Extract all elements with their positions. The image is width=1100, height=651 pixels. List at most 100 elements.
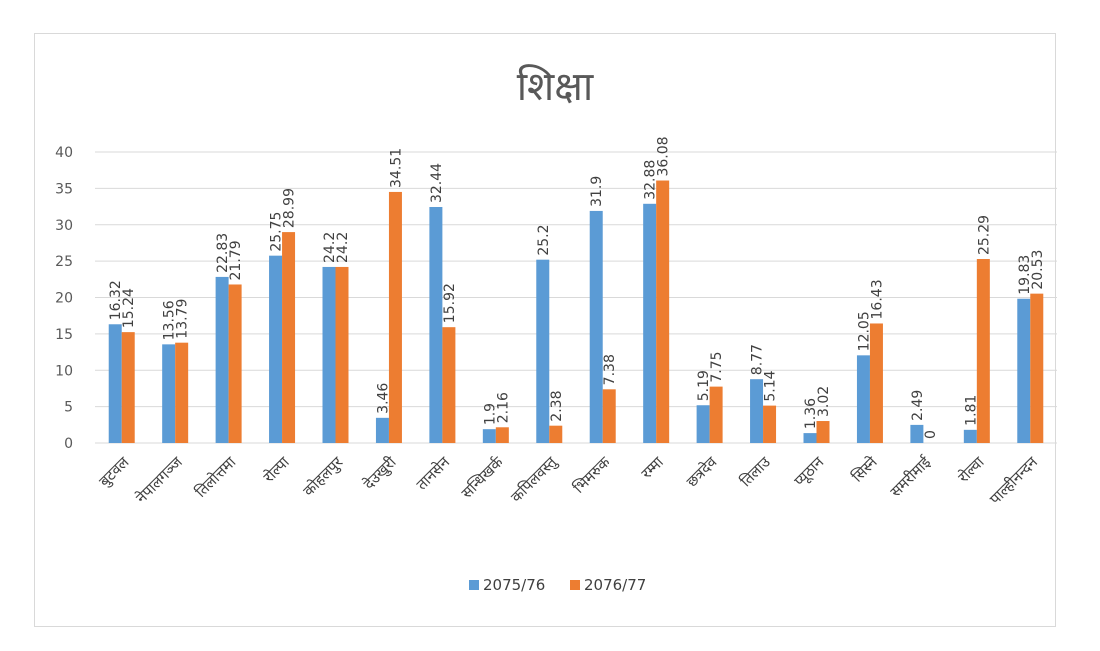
y-tick-label: 25 [55, 254, 73, 270]
legend-swatch-series-2 [570, 580, 580, 590]
data-label-series-2: 7.75 [709, 351, 725, 382]
bar-series-1 [1017, 298, 1031, 443]
bar-series-1 [375, 417, 389, 443]
data-label-series-2: 34.51 [388, 148, 404, 188]
x-category-label: रोल्पा [260, 452, 294, 486]
y-tick-label: 40 [55, 145, 73, 161]
data-label-series-1: 25.2 [536, 224, 552, 255]
x-category-label: तिलोत्तमा [192, 452, 241, 501]
data-label-series-1: 22.83 [215, 233, 231, 273]
bar-series-2 [602, 389, 616, 443]
bar-series-2 [282, 232, 296, 443]
bar-series-1 [910, 424, 924, 443]
data-label-series-2: 3.02 [816, 386, 832, 417]
bars [108, 180, 1044, 443]
data-label-series-1: 19.83 [1017, 255, 1033, 295]
legend-label-series-2: 2076/77 [584, 576, 646, 594]
data-label-series-2: 20.53 [1030, 250, 1046, 290]
bar-series-1 [750, 379, 764, 443]
x-category-label: समरीमाई [887, 452, 935, 500]
bar-series-2 [442, 327, 456, 443]
data-label-series-2: 21.79 [228, 240, 244, 280]
bar-series-1 [643, 203, 657, 443]
y-tick-label: 15 [55, 327, 73, 343]
x-category-label: नेपालगञ्ज [132, 452, 186, 506]
chart-title: शिक्षा [517, 64, 594, 110]
bar-series-2 [175, 342, 189, 443]
y-axis-ticks: 0 5 10 15 20 25 30 35 40 [55, 145, 73, 452]
y-tick-label: 0 [64, 436, 73, 452]
data-label-series-1: 1.9 [482, 403, 498, 425]
bar-series-1 [856, 355, 870, 443]
x-category-label: प्यूठान [790, 453, 828, 491]
bar-series-1 [696, 405, 710, 443]
data-label-series-2: 16.43 [869, 279, 885, 319]
x-category-label: तिलाउ [737, 453, 775, 491]
y-tick-label: 5 [64, 400, 73, 416]
bar-series-2 [549, 425, 563, 443]
bar-series-2 [335, 266, 349, 443]
data-label-series-2: 13.79 [175, 299, 191, 339]
bar-series-2 [1030, 293, 1044, 443]
bar-series-2 [388, 191, 402, 443]
x-category-label: देउखुरी [360, 452, 401, 493]
x-category-label: भिमरुक [570, 453, 614, 497]
y-tick-label: 20 [55, 291, 73, 307]
data-label-series-1: 5.19 [696, 370, 712, 401]
data-label-series-1: 1.36 [803, 398, 819, 429]
data-label-series-1: 2.49 [910, 390, 926, 421]
data-label-series-2: 2.38 [549, 391, 565, 422]
data-label-series-1: 16.32 [108, 280, 124, 320]
x-category-label: रम्मा [638, 452, 668, 482]
x-category-label: बुटवल [95, 453, 134, 492]
x-category-label: रोल्वा [954, 452, 988, 486]
bar-series-2 [869, 323, 883, 443]
bar-series-2 [709, 386, 723, 443]
data-label-series-2: 36.08 [656, 136, 672, 176]
y-tick-label: 10 [55, 363, 73, 379]
data-label-series-2: 15.92 [442, 283, 458, 323]
data-label-series-1: 13.56 [162, 300, 178, 340]
data-label-series-1: 12.05 [856, 311, 872, 351]
legend-swatch-series-1 [469, 580, 479, 590]
x-category-label: छत्रदेव [683, 453, 721, 491]
bar-series-2 [656, 180, 670, 443]
data-label-series-2: 24.2 [335, 232, 351, 263]
bar-series-1 [963, 429, 977, 443]
data-label-series-2: 0 [923, 430, 939, 439]
bar-series-1 [589, 210, 603, 443]
bar-series-2 [121, 332, 135, 443]
bar-series-2 [228, 284, 242, 443]
y-tick-label: 35 [55, 181, 73, 197]
x-axis-categories: बुटवल नेपालगञ्ज तिलोत्तमा रोल्पा कोहलपुर देउख… [95, 452, 1041, 508]
data-label-series-1: 32.44 [429, 163, 445, 203]
data-label-series-1: 31.9 [589, 176, 605, 207]
x-category-label: सन्धिखर्क [458, 453, 507, 502]
bar-series-2 [763, 405, 777, 443]
bar-series-1 [215, 276, 229, 443]
data-label-series-2: 15.24 [121, 288, 137, 328]
data-label-series-1: 24.2 [322, 232, 338, 263]
data-label-series-1: 8.77 [750, 344, 766, 375]
bar-series-1 [108, 324, 122, 443]
gridlines [95, 151, 1057, 444]
bar-series-1 [536, 259, 550, 443]
x-category-label: तानसेन [413, 453, 454, 494]
bar-series-1 [803, 433, 817, 443]
bar-series-2 [816, 421, 830, 443]
data-label-series-1: 1.81 [963, 395, 979, 426]
legend: 2075/76 2076/77 [469, 576, 646, 594]
y-tick-label: 30 [55, 218, 73, 234]
bar-series-1 [429, 206, 443, 443]
bar-series-2 [976, 259, 990, 443]
chart-frame: शिक्षा 0 5 10 15 20 25 30 35 40 16.32 15.24 13.56 1… [34, 33, 1057, 627]
data-label-series-2: 2.16 [495, 392, 511, 423]
bar-series-1 [269, 255, 283, 443]
x-category-label: कपिलवस्तु [507, 452, 561, 506]
x-category-label: सिस्ने [848, 453, 881, 486]
x-category-label: पाल्हीनन्दन [986, 453, 1042, 509]
bar-series-1 [322, 266, 336, 443]
x-category-label: कोहलपुर [300, 452, 348, 500]
data-label-series-2: 28.99 [282, 188, 298, 228]
